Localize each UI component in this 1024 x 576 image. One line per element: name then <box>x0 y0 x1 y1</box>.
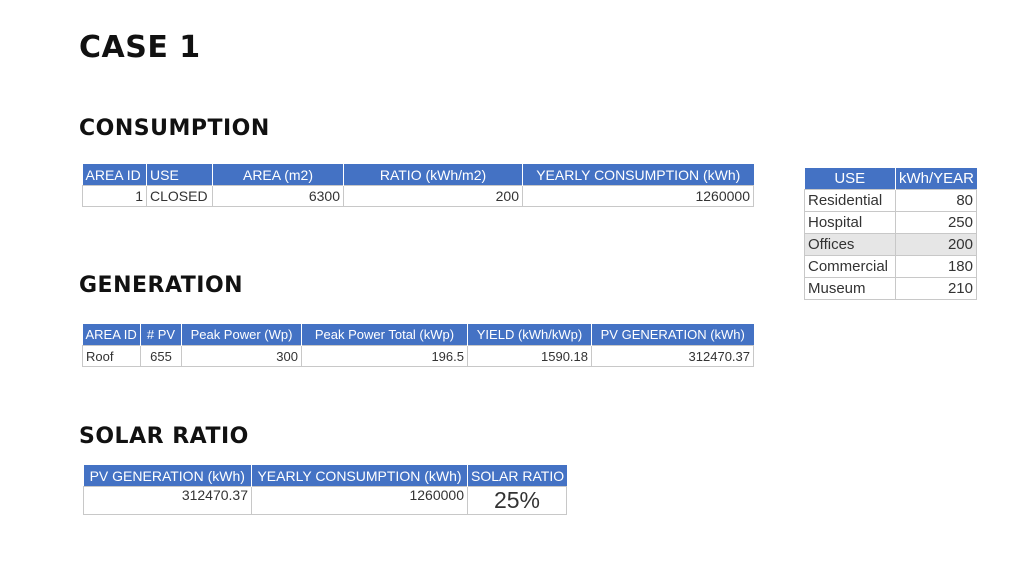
cell-use[interactable]: Residential <box>804 189 896 212</box>
cell-yearly-consumption[interactable]: 1260000 <box>522 185 754 207</box>
cell-peak-power[interactable]: 300 <box>181 345 302 367</box>
generation-heading: GENERATION <box>79 273 244 298</box>
table-header-row: AREA ID USE AREA (m2) RATIO (kWh/m2) YEA… <box>82 164 754 186</box>
cell-use[interactable]: CLOSED <box>146 185 213 207</box>
use-reference-table: USE kWh/YEAR Residential 80 Hospital 250… <box>804 168 977 300</box>
cell-yield[interactable]: 1590.18 <box>467 345 592 367</box>
cell-area-id[interactable]: 1 <box>82 185 147 207</box>
consumption-table: AREA ID USE AREA (m2) RATIO (kWh/m2) YEA… <box>82 164 754 207</box>
cell-kwh-year[interactable]: 80 <box>895 189 977 212</box>
cell-use[interactable]: Commercial <box>804 255 896 278</box>
cell-kwh-year[interactable]: 180 <box>895 255 977 278</box>
column-header-peak-power: Peak Power (Wp) <box>181 324 302 346</box>
column-header-kwh-year: kWh/YEAR <box>895 168 977 190</box>
column-header-peak-power-total: Peak Power Total (kWp) <box>301 324 468 346</box>
generation-table: AREA ID # PV Peak Power (Wp) Peak Power … <box>82 324 754 367</box>
cell-kwh-year[interactable]: 210 <box>895 277 977 300</box>
column-header-area-id: AREA ID <box>82 324 141 346</box>
table-header-row: USE kWh/YEAR <box>804 168 977 190</box>
table-row: Commercial 180 <box>804 255 977 278</box>
table-row: Offices 200 <box>804 233 977 256</box>
column-header-yield: YIELD (kWh/kWp) <box>467 324 592 346</box>
column-header-use: USE <box>146 164 213 186</box>
column-header-ratio: RATIO (kWh/m2) <box>343 164 523 186</box>
column-header-yearly-consumption: YEARLY CONSUMPTION (kWh) <box>522 164 754 186</box>
column-header-pv-generation: PV GENERATION (kWh) <box>83 465 252 487</box>
column-header-use: USE <box>804 168 896 190</box>
cell-pv-generation[interactable]: 312470.37 <box>83 486 252 515</box>
consumption-heading: CONSUMPTION <box>79 116 270 141</box>
table-row: 312470.37 1260000 25% <box>83 486 567 515</box>
table-row: 1 CLOSED 6300 200 1260000 <box>82 185 754 207</box>
solar-ratio-heading: SOLAR RATIO <box>79 424 249 449</box>
cell-kwh-year[interactable]: 200 <box>895 233 977 256</box>
cell-kwh-year[interactable]: 250 <box>895 211 977 234</box>
cell-ratio[interactable]: 200 <box>343 185 523 207</box>
column-header-yearly-consumption: YEARLY CONSUMPTION (kWh) <box>251 465 468 487</box>
cell-area-id[interactable]: Roof <box>82 345 141 367</box>
column-header-pv-count: # PV <box>140 324 182 346</box>
cell-solar-ratio[interactable]: 25% <box>467 486 567 515</box>
cell-peak-power-total[interactable]: 196.5 <box>301 345 468 367</box>
table-header-row: AREA ID # PV Peak Power (Wp) Peak Power … <box>82 324 754 346</box>
column-header-solar-ratio: SOLAR RATIO <box>467 465 567 487</box>
column-header-pv-generation: PV GENERATION (kWh) <box>591 324 754 346</box>
page-title: CASE 1 <box>79 30 201 65</box>
table-row: Roof 655 300 196.5 1590.18 312470.37 <box>82 345 754 367</box>
cell-area[interactable]: 6300 <box>212 185 344 207</box>
table-header-row: PV GENERATION (kWh) YEARLY CONSUMPTION (… <box>83 465 567 487</box>
cell-use[interactable]: Museum <box>804 277 896 300</box>
cell-pv-count[interactable]: 655 <box>140 345 182 367</box>
table-row: Hospital 250 <box>804 211 977 234</box>
cell-use[interactable]: Hospital <box>804 211 896 234</box>
column-header-area-id: AREA ID <box>82 164 147 186</box>
cell-pv-generation[interactable]: 312470.37 <box>591 345 754 367</box>
cell-yearly-consumption[interactable]: 1260000 <box>251 486 468 515</box>
solar-ratio-table: PV GENERATION (kWh) YEARLY CONSUMPTION (… <box>83 465 567 515</box>
cell-use[interactable]: Offices <box>804 233 896 256</box>
table-row: Museum 210 <box>804 277 977 300</box>
table-row: Residential 80 <box>804 189 977 212</box>
column-header-area: AREA (m2) <box>212 164 344 186</box>
